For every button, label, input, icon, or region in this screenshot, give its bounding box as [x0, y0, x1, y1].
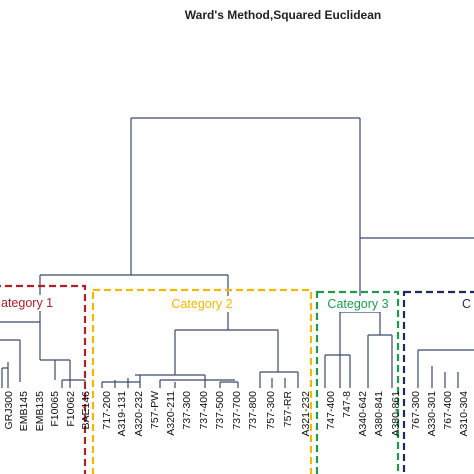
leaf-label: 747-8 [341, 391, 353, 418]
leaf-label: A319-131 [116, 391, 128, 437]
leaf-label: 747-400 [325, 391, 337, 430]
category-boxes [0, 284, 474, 474]
leaf-label: A320-232 [133, 391, 145, 437]
leaf-label: 737-400 [198, 391, 210, 430]
category-3-label-bg [322, 296, 394, 312]
figure-title: Ward's Method,Squared Euclidean [185, 8, 381, 22]
category-3-box [315, 290, 400, 474]
category-4-label: C [462, 297, 471, 311]
leaf-label: A340-642 [357, 391, 369, 437]
category-1-label-bg [0, 295, 58, 311]
leaf-label: 737-500 [214, 391, 226, 430]
leaf-label: 737-800 [247, 391, 259, 430]
category-3-label: Category 3 [327, 297, 388, 311]
category-labels: ategory 1 Category 2 Category 3 C [0, 295, 471, 312]
leaf-label: 737-700 [231, 391, 243, 430]
leaf-label: 757-300 [265, 391, 277, 430]
leaf-label: EMB135 [34, 391, 46, 431]
leaf-label: A321-232 [300, 391, 312, 437]
leaf-label: A380-841 [373, 391, 385, 437]
category-2-label-bg [164, 296, 240, 312]
leaf-label: A330-301 [426, 391, 438, 437]
leaf-label: 757-RR [282, 391, 294, 428]
leaf-label: F10062 [65, 391, 77, 427]
leaf-labels: GRJ300 EMB145 EMB135 F10065 F10062 BAE146 717-… [3, 391, 470, 437]
leaf-label: 767-400 [442, 391, 454, 430]
leaf-label: 717-200 [101, 391, 113, 430]
category-2-box [91, 288, 313, 474]
category-4-box [402, 290, 474, 474]
leaf-label: 737-300 [181, 391, 193, 430]
leaf-label: 757-PW [149, 391, 161, 429]
leaf-label: BAE146 [80, 391, 92, 430]
leaf-label: A320-211 [165, 391, 177, 436]
category-2-label: Category 2 [171, 297, 232, 311]
leaf-label: GRJ300 [3, 391, 15, 430]
leaf-label: A380-861 [390, 391, 402, 437]
leaf-label: A310-304 [458, 391, 470, 437]
category-1-label: ategory 1 [1, 296, 53, 310]
dendrogram-tree [0, 117, 474, 388]
category-1-box [0, 284, 87, 474]
leaf-label: EMB145 [18, 391, 30, 431]
leaf-label: 767-300 [410, 391, 422, 430]
leaf-label: F10065 [49, 391, 61, 427]
